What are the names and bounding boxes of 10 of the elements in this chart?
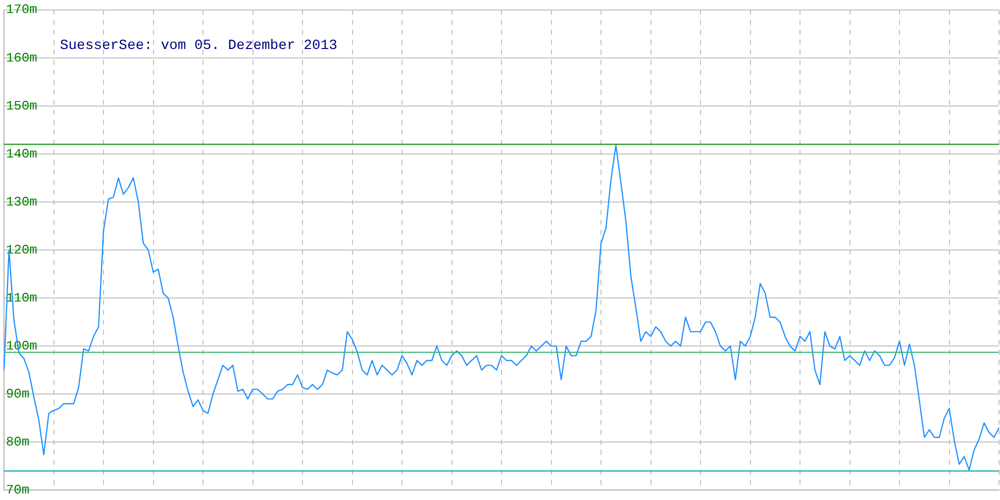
y-tick-label: 150m xyxy=(6,98,38,114)
y-tick-label: 140m xyxy=(6,146,38,162)
y-tick-label: 120m xyxy=(6,242,38,258)
y-tick-label: 80m xyxy=(6,434,30,450)
y-tick-label: 90m xyxy=(6,386,30,402)
y-tick-label: 170m xyxy=(6,2,38,18)
text: SuesserSee: vom 05. Dezember 2013 xyxy=(60,38,338,54)
y-tick-label: 160m xyxy=(6,50,38,66)
y-tick-label: 130m xyxy=(6,194,38,210)
y-tick-label: 70m xyxy=(6,482,30,498)
